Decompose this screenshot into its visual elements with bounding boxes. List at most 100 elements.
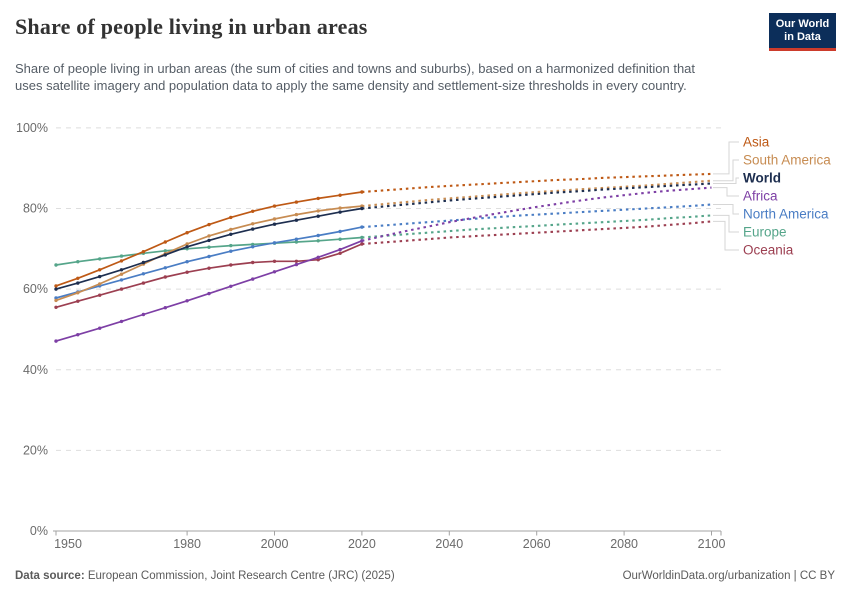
series-point-asia-2000	[272, 204, 277, 208]
series-point-world-2000	[272, 222, 277, 226]
series-point-north-america-2015	[338, 229, 342, 234]
series-point-africa-1960	[98, 326, 102, 330]
series-point-asia-1960	[98, 268, 102, 272]
x-axis-label-1950: 1950	[54, 537, 82, 551]
series-point-oceania-2010	[316, 258, 320, 262]
series-point-europe-1990	[229, 243, 233, 248]
series-point-asia-2005	[294, 200, 299, 204]
series-point-south-america-1980	[185, 242, 189, 246]
y-axis-label-20: 20%	[23, 443, 48, 457]
series-point-asia-1990	[229, 215, 233, 220]
series-point-south-america-1960	[98, 282, 102, 286]
series-point-africa-1980	[185, 299, 189, 303]
series-point-asia-2015	[338, 193, 342, 197]
series-projection-oceania[interactable]	[361, 220, 712, 246]
series-point-south-america-2000	[272, 217, 277, 221]
series-point-africa-1965	[119, 319, 124, 324]
series-point-oceania-1955	[76, 299, 80, 303]
series-point-south-america-1995	[251, 222, 255, 226]
series-point-world-1985	[207, 238, 211, 243]
series-point-world-2015	[338, 210, 342, 214]
series-point-world-1950	[54, 287, 58, 291]
legend-connector-europe	[713, 214, 739, 233]
series-point-africa-1955	[76, 333, 80, 337]
x-axis-label-2100: 2100	[698, 537, 726, 551]
series-line-south-america[interactable]	[55, 205, 362, 302]
legend-label-oceania[interactable]: Oceania	[743, 243, 794, 258]
legend-connector-oceania	[713, 220, 739, 251]
x-axis-label-1980: 1980	[173, 537, 201, 551]
footer-link[interactable]: OurWorldinData.org/urbanization | CC BY	[622, 570, 835, 582]
y-axis-label-80: 80%	[23, 202, 48, 216]
series-point-south-america-1955	[76, 291, 80, 295]
series-point-africa-1985	[207, 291, 211, 296]
series-point-north-america-2005	[294, 237, 299, 241]
y-axis-label-60: 60%	[23, 282, 48, 296]
x-axis-label-2080: 2080	[610, 537, 638, 551]
chart-footer: Data source: European Commission, Joint …	[15, 570, 835, 582]
series-projection-asia[interactable]	[361, 172, 712, 194]
series-point-oceania-2015	[338, 251, 342, 255]
series-point-north-america-1965	[119, 278, 124, 282]
series-point-north-america-1995	[251, 245, 255, 249]
x-axis-label-2000: 2000	[261, 537, 289, 551]
series-point-south-america-2005	[294, 212, 299, 217]
series-point-world-1975	[163, 253, 167, 257]
series-projection-south-america[interactable]	[361, 179, 712, 208]
series-projection-world[interactable]	[361, 182, 712, 210]
series-point-africa-1990	[229, 284, 233, 288]
series-point-oceania-1950	[54, 305, 58, 309]
series-point-asia-1965	[119, 259, 124, 263]
series-point-oceania-2005	[294, 259, 299, 263]
legend-label-asia[interactable]: Asia	[743, 135, 770, 150]
series-point-oceania-1960	[98, 293, 102, 297]
series-point-world-1970	[141, 260, 146, 265]
series-projection-north-america[interactable]	[361, 203, 712, 229]
legend-label-africa[interactable]: Africa	[743, 189, 778, 204]
series-point-south-america-1985	[207, 234, 211, 238]
x-axis-label-2020: 2020	[348, 537, 376, 551]
series-projection-africa[interactable]	[361, 186, 712, 242]
series-point-south-america-1965	[119, 272, 124, 276]
series-point-europe-1950	[54, 263, 58, 267]
series-point-south-america-2010	[316, 209, 320, 213]
owid-logo[interactable]: Our World in Data	[769, 13, 836, 51]
series-point-europe-1955	[76, 260, 80, 264]
series-point-world-1965	[119, 268, 124, 272]
owid-logo-line2: in Data	[784, 30, 821, 43]
series-point-europe-2010	[316, 239, 320, 243]
series-point-oceania-2000	[272, 259, 277, 263]
series-point-oceania-1975	[163, 275, 167, 279]
series-point-asia-1995	[251, 209, 255, 213]
legend-label-south-america[interactable]: South America	[743, 153, 831, 168]
series-point-world-1990	[229, 232, 233, 236]
legend-connector-asia	[713, 141, 739, 175]
series-point-asia-1985	[207, 222, 211, 227]
series-point-africa-1970	[141, 312, 146, 317]
series-point-europe-1985	[207, 245, 211, 249]
legend-label-world[interactable]: World	[743, 171, 781, 186]
legend-label-europe[interactable]: Europe	[743, 225, 787, 240]
series-point-europe-2015	[338, 237, 342, 241]
series-point-europe-1995	[251, 242, 255, 247]
series-point-world-1980	[185, 245, 189, 249]
series-point-europe-1960	[98, 257, 102, 261]
series-line-north-america[interactable]	[55, 226, 363, 299]
data-source: Data source: European Commission, Joint …	[15, 570, 395, 582]
series-point-north-america-1975	[163, 266, 167, 270]
series-point-south-america-1950	[54, 298, 58, 303]
series-point-asia-2010	[316, 196, 320, 201]
legend-label-north-america[interactable]: North America	[743, 207, 829, 222]
series-point-world-1995	[251, 227, 255, 231]
series-point-north-america-1980	[185, 260, 189, 264]
series-point-south-america-1990	[229, 227, 233, 232]
series-projection-europe[interactable]	[361, 214, 712, 239]
series-point-north-america-2010	[316, 233, 320, 238]
series-point-asia-1950	[54, 284, 58, 288]
series-point-world-2005	[294, 218, 299, 222]
x-axis-label-2040: 2040	[435, 537, 463, 551]
series-point-north-america-1970	[141, 272, 146, 276]
series-point-europe-1965	[119, 254, 124, 258]
y-axis-label-100: 100%	[16, 121, 48, 135]
